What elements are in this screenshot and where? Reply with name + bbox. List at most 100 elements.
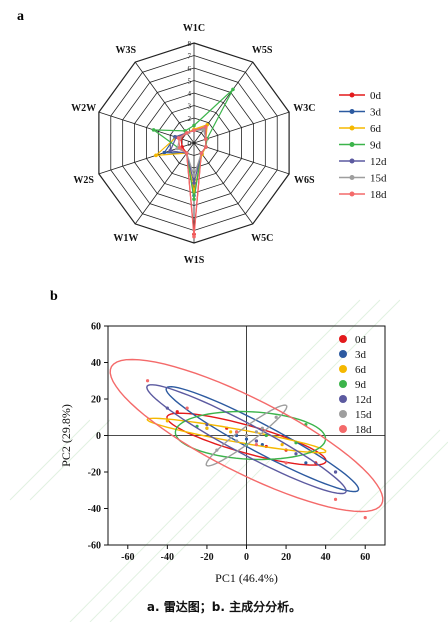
score-point bbox=[175, 410, 179, 414]
radar-tick-label: 8 bbox=[188, 40, 192, 48]
score-point bbox=[254, 430, 258, 434]
radar-axis-label: W5C bbox=[251, 233, 273, 244]
radar-series-point bbox=[192, 197, 196, 202]
score-point bbox=[254, 443, 258, 447]
radar-series-point bbox=[184, 131, 189, 135]
x-tick-label: 0 bbox=[244, 552, 249, 563]
plot-area bbox=[109, 358, 384, 520]
y-tick-label: -40 bbox=[88, 504, 101, 515]
x-axis-label: PC1 (46.4%) bbox=[215, 571, 278, 585]
x-tick-label: 40 bbox=[321, 552, 331, 563]
pca-legend-label: 12d bbox=[355, 394, 372, 406]
y-tick-label: 20 bbox=[91, 395, 101, 406]
x-tick-label: -60 bbox=[121, 552, 134, 563]
pca-legend-label: 0d bbox=[355, 334, 367, 346]
score-point bbox=[274, 415, 278, 419]
score-point bbox=[244, 437, 249, 441]
radar-legend-label: 18d bbox=[370, 189, 387, 201]
radar-legend-label: 15d bbox=[370, 173, 387, 185]
figure-caption: a. 雷达图；b. 主成分分析。 bbox=[146, 600, 302, 614]
radar-series-point bbox=[192, 123, 196, 128]
radar-axis-label: W1W bbox=[113, 233, 138, 244]
score-point bbox=[264, 433, 268, 438]
radar-axis-label: W2W bbox=[71, 103, 96, 114]
pca-legend-marker bbox=[339, 380, 347, 388]
radar-tick-label: 4 bbox=[188, 90, 192, 98]
radar-legend-label: 3d bbox=[370, 107, 382, 119]
radar-series-point bbox=[201, 128, 206, 132]
x-tick-label: -40 bbox=[161, 552, 174, 563]
radar-series-point bbox=[192, 128, 196, 133]
y-tick-label: 0 bbox=[96, 431, 101, 442]
score-point bbox=[333, 470, 338, 474]
radar-axis-label: W6S bbox=[294, 175, 315, 186]
radar-series-point bbox=[204, 145, 208, 149]
radar-series-point bbox=[199, 151, 204, 155]
x-tick-label: -20 bbox=[200, 552, 213, 563]
radar-series-point bbox=[168, 148, 173, 153]
confidence-ellipse bbox=[205, 404, 288, 467]
radar-legend-marker bbox=[349, 125, 355, 131]
radar-legend-label: 6d bbox=[370, 123, 382, 135]
y-tick-label: -60 bbox=[88, 541, 101, 552]
confidence-ellipse bbox=[146, 417, 327, 454]
x-tick-label: 60 bbox=[360, 552, 370, 563]
score-point bbox=[235, 430, 239, 434]
radar-spoke bbox=[193, 111, 290, 144]
score-point bbox=[244, 433, 249, 438]
radar-legend-label: 12d bbox=[370, 156, 387, 168]
radar-series-point bbox=[192, 234, 196, 239]
score-point bbox=[260, 426, 264, 430]
radar-series-point bbox=[231, 87, 235, 92]
radar-legend-label: 0d bbox=[370, 90, 382, 102]
radar-series-point bbox=[192, 173, 196, 178]
radar-axis-label: W2S bbox=[73, 175, 94, 186]
pca-legend-marker bbox=[339, 410, 347, 418]
radar-legend: 0d 3d 6d 9d 12d 15d 18d bbox=[339, 90, 387, 201]
radar-series-point bbox=[204, 137, 208, 141]
radar-tick-label: 7 bbox=[188, 53, 192, 61]
score-point bbox=[363, 516, 367, 520]
pca-legend-marker bbox=[339, 425, 347, 433]
score-point bbox=[205, 422, 209, 427]
pca-legend-marker bbox=[339, 395, 347, 403]
score-point bbox=[145, 379, 150, 383]
pca-legend-label: 15d bbox=[355, 409, 372, 421]
score-point bbox=[294, 441, 298, 445]
radar-tick-label: 6 bbox=[188, 65, 192, 73]
radar-tick-label: 0 bbox=[188, 140, 192, 148]
score-point bbox=[229, 430, 233, 434]
pca-legend: 0d 3d 6d 9d 12d 15d 18d bbox=[339, 334, 372, 436]
radar-legend-marker bbox=[349, 109, 355, 114]
radar-legend-marker bbox=[349, 175, 355, 180]
score-point bbox=[260, 443, 264, 447]
radar-series-point bbox=[154, 153, 158, 158]
score-point bbox=[254, 439, 258, 443]
radar-tick-label: 2 bbox=[188, 115, 192, 123]
radar-series-point bbox=[203, 125, 208, 129]
pca-legend-label: 9d bbox=[355, 379, 367, 391]
radar-series-point bbox=[162, 150, 167, 155]
radar-tick-label: 3 bbox=[188, 103, 192, 111]
x-tick-label: 20 bbox=[281, 552, 291, 563]
pca-legend-label: 3d bbox=[355, 349, 367, 361]
radar-axis-label: W1S bbox=[184, 255, 205, 266]
radar-series-point bbox=[177, 145, 182, 150]
score-point bbox=[165, 406, 169, 410]
panel-b-label: b bbox=[50, 289, 58, 304]
confidence-ellipse bbox=[109, 358, 384, 513]
radar-axis-label: W1C bbox=[183, 23, 205, 34]
score-point bbox=[304, 461, 308, 465]
panel-a-label: a bbox=[17, 9, 24, 24]
score-point bbox=[215, 448, 219, 452]
radar-legend-marker bbox=[349, 142, 355, 147]
radar-axis-label: W5S bbox=[252, 45, 273, 56]
radar-legend-label: 9d bbox=[370, 140, 382, 152]
radar-legend-marker bbox=[349, 158, 355, 164]
score-point bbox=[185, 406, 189, 410]
radar-series-point bbox=[192, 181, 196, 185]
pca-legend-marker bbox=[339, 365, 347, 373]
pca-legend-label: 18d bbox=[355, 424, 372, 436]
